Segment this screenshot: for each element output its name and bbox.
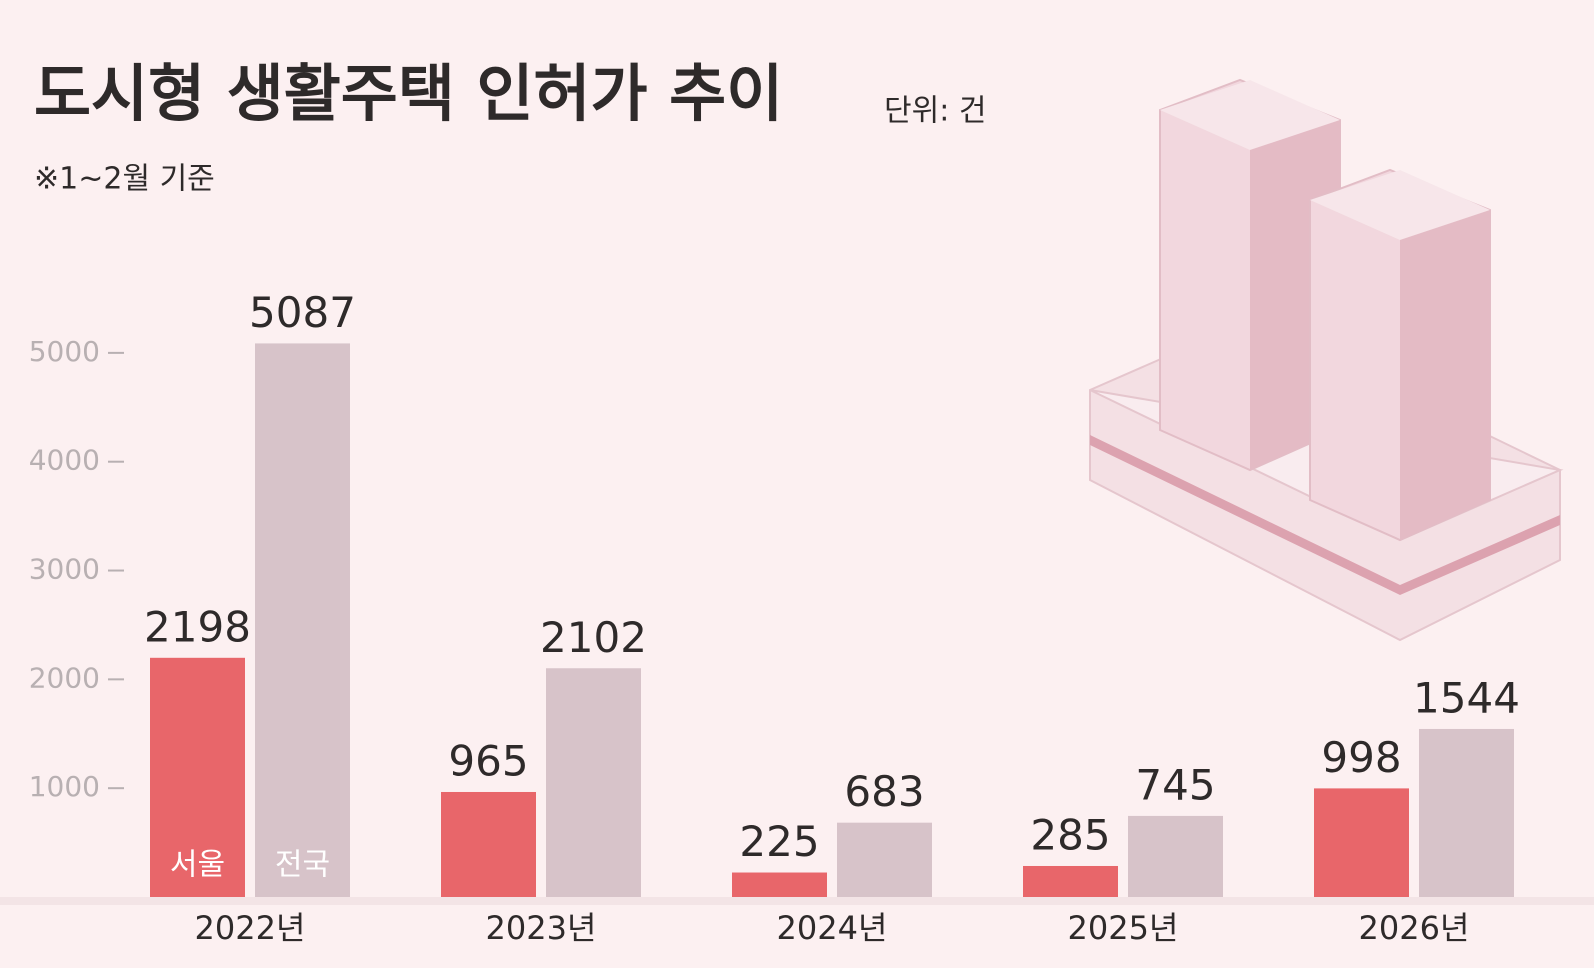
x-tick-label: 2026년 <box>1359 909 1470 947</box>
bar <box>150 657 245 897</box>
y-tick-label: 3000 <box>29 553 100 586</box>
y-tick-label: 5000 <box>29 335 100 368</box>
baseline-band <box>0 897 1594 905</box>
x-tick-label: 2022년 <box>195 909 306 947</box>
building-illustration <box>1089 78 1564 642</box>
bar <box>732 872 827 897</box>
bar <box>546 668 641 897</box>
value-label: 745 <box>1135 760 1215 809</box>
unit-label: 단위: 건 <box>884 94 986 129</box>
value-label: 5087 <box>249 288 356 337</box>
value-label: 285 <box>1030 810 1110 859</box>
note: ※1~2월 기준 <box>34 162 215 197</box>
value-label: 2198 <box>144 602 251 651</box>
value-label: 2102 <box>540 613 647 662</box>
x-tick-label: 2025년 <box>1068 909 1179 947</box>
bar <box>1419 728 1514 897</box>
y-tick-label: 4000 <box>29 444 100 477</box>
bar <box>1128 815 1223 897</box>
chart-title: 도시형 생활주택 인허가 추이 <box>34 57 783 130</box>
y-tick-label: 2000 <box>29 661 100 694</box>
bar <box>441 791 536 897</box>
value-label: 1544 <box>1413 673 1520 722</box>
bar <box>255 343 350 898</box>
value-label: 683 <box>844 767 924 816</box>
y-tick-label: 1000 <box>29 770 100 803</box>
x-tick-label: 2024년 <box>777 909 888 947</box>
value-label: 225 <box>739 817 819 866</box>
value-label: 965 <box>448 736 528 785</box>
x-tick-label: 2023년 <box>486 909 597 947</box>
value-label: 998 <box>1321 733 1401 782</box>
legend-label: 서울 <box>170 848 225 883</box>
bar <box>1023 865 1118 897</box>
legend-label: 전국 <box>275 848 330 883</box>
bar <box>1314 788 1409 897</box>
bar <box>837 822 932 897</box>
